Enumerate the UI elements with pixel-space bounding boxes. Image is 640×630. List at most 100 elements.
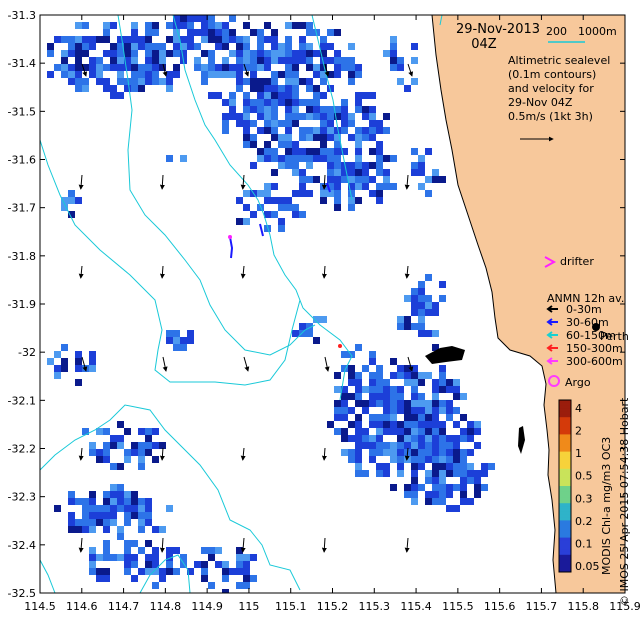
chl-pixel [313,337,320,344]
colorbar-segment [559,460,571,464]
chl-pixel [376,393,383,400]
chl-pixel [208,29,215,36]
chl-pixel [264,120,271,127]
chl-pixel [383,127,390,134]
chl-pixel [222,568,229,575]
chl-pixel [47,50,54,57]
chl-pixel [348,162,355,169]
chl-pixel [145,512,152,519]
chl-pixel [257,106,264,113]
chl-pixel [397,428,404,435]
chl-pixel [61,57,68,64]
chl-pixel [250,29,257,36]
chl-pixel [61,64,68,71]
chl-pixel [418,379,425,386]
chl-pixel [397,421,404,428]
drifter-legend-icon [544,256,557,268]
colorbar-segment [559,497,571,501]
chl-pixel [138,442,145,449]
chl-pixel [180,561,187,568]
chl-pixel [376,400,383,407]
chl-pixel [411,498,418,505]
chl-pixel [138,456,145,463]
chl-pixel [355,155,362,162]
chl-pixel [432,435,439,442]
chl-pixel [355,92,362,99]
chl-pixel [285,36,292,43]
x-axis: 114.5 114.6 114.7 114.8 114.9 115 115.1 115.2 11… [24,15,640,613]
chl-pixel [229,113,236,120]
chl-pixel [208,547,215,554]
chl-pixel [96,57,103,64]
chl-pixel [68,43,75,50]
chl-pixel [264,92,271,99]
chl-pixel [257,50,264,57]
chl-pixel [278,155,285,162]
chl-pixel [257,127,264,134]
chl-pixel [264,197,271,204]
chl-pixel [418,428,425,435]
chl-pixel [103,22,110,29]
chl-pixel [439,435,446,442]
chl-pixel [229,36,236,43]
chl-pixel [271,127,278,134]
chl-pixel [96,456,103,463]
chl-pixel [299,190,306,197]
chl-pixel [131,64,138,71]
chl-pixel [61,204,68,211]
chl-pixel [334,50,341,57]
colorbar-segment [559,491,571,496]
chl-pixel [173,15,180,22]
chl-pixel [292,92,299,99]
chl-pixel [236,547,243,554]
chl-pixel [215,64,222,71]
chl-pixel [341,386,348,393]
chl-pixel [285,92,292,99]
chl-pixel [418,169,425,176]
chl-pixel [299,211,306,218]
chl-pixel [222,36,229,43]
chl-pixel [236,218,243,225]
colorbar-segment [559,540,571,544]
chl-pixel [173,547,180,554]
colorbar-tick-label: 0.2 [575,515,593,528]
chl-pixel [383,428,390,435]
chl-pixel [432,484,439,491]
argo-label: Argo [565,376,591,389]
x-tick-label: 115.7 [526,600,558,613]
chl-pixel [355,470,362,477]
chl-pixel [439,428,446,435]
chl-pixel [96,505,103,512]
chl-pixel [369,113,376,120]
chl-pixel [348,421,355,428]
chl-pixel [362,106,369,113]
chl-pixel [138,64,145,71]
chl-pixel [320,120,327,127]
chl-pixel [320,43,327,50]
chl-pixel [348,365,355,372]
chl-pixel [89,442,96,449]
chl-pixel [432,330,439,337]
chl-pixel [124,78,131,85]
chl-pixel [411,456,418,463]
chl-pixel [453,505,460,512]
chl-pixel [89,365,96,372]
chl-pixel [166,22,173,29]
chl-pixel [145,78,152,85]
chl-pixel [390,358,397,365]
chl-pixel [453,463,460,470]
chl-pixel [376,463,383,470]
chl-pixel [96,568,103,575]
chl-pixel [131,561,138,568]
colorbar-segment [559,506,571,510]
colorbar-segment [559,474,571,478]
chl-pixel [285,197,292,204]
x-tick-label: 115.5 [442,600,474,613]
chl-pixel [131,57,138,64]
chl-pixel [75,351,82,358]
chl-pixel [320,127,327,134]
colorbar-segment [559,443,571,447]
chl-pixel [292,106,299,113]
chl-pixel [124,428,131,435]
chl-pixel [82,505,89,512]
